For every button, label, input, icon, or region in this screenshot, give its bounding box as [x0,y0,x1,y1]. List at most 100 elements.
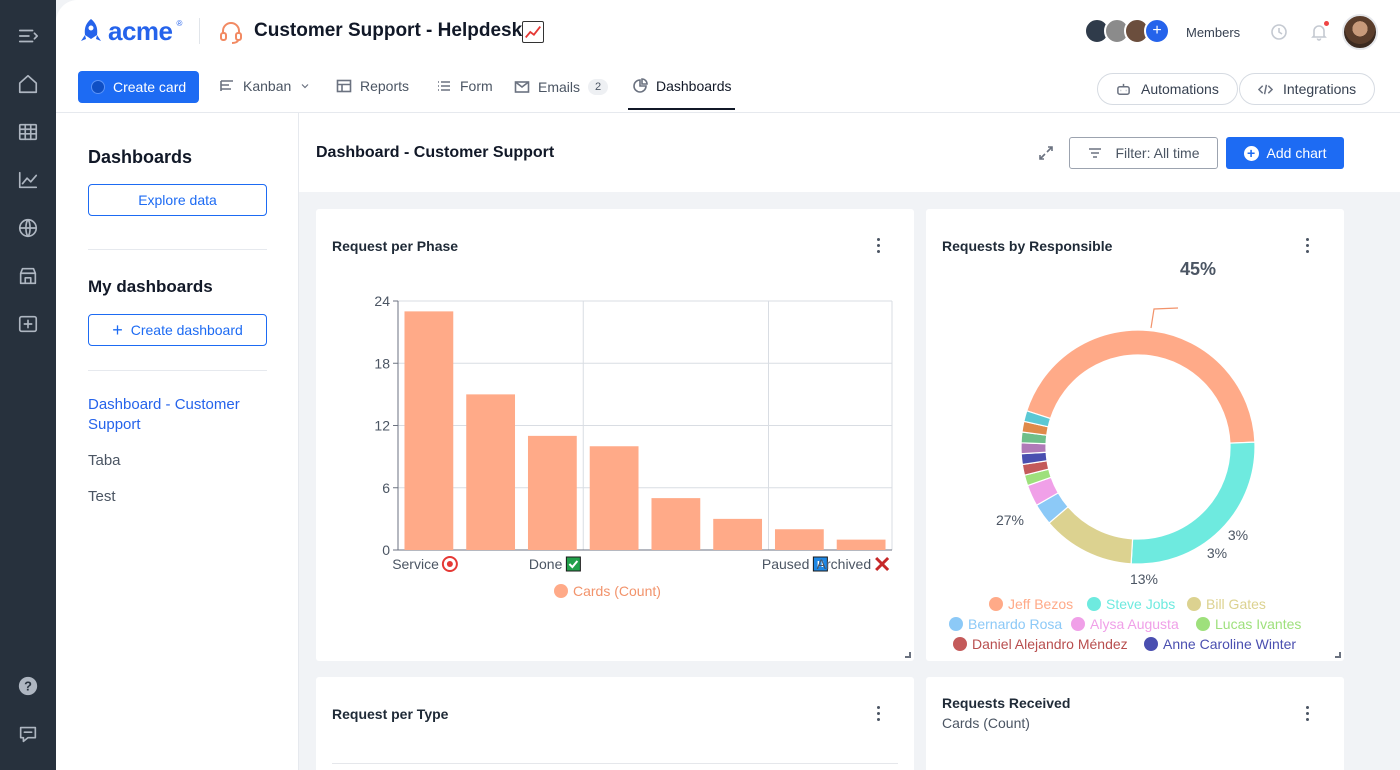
tab-dashboards-label: Dashboards [656,78,732,94]
left-rail: ? [0,0,56,770]
tab-kanban-label: Kanban [243,78,292,94]
bar[interactable] [774,529,824,550]
dashboard-toolbar: Dashboard - Customer Support Filter: All… [299,113,1400,192]
add-member-icon[interactable]: + [1144,18,1170,44]
card-more-icon[interactable] [870,237,886,253]
x-tick-label: Archived [817,556,871,572]
chevron-down-icon[interactable] [299,80,311,92]
sidebar-item-taba[interactable]: Taba [88,452,121,469]
svg-text:?: ? [24,679,32,694]
legend-item[interactable]: Daniel Alejandro Méndez [953,636,1128,652]
integrations-button[interactable]: Integrations [1239,73,1376,105]
legend-swatch [1196,617,1210,631]
sidebar-item-test[interactable]: Test [88,488,116,505]
add-chart-button[interactable]: + Add chart [1226,137,1344,169]
y-tick-label: 18 [374,355,390,371]
donut-slice[interactable] [1130,441,1256,565]
table-icon[interactable] [16,120,40,144]
header-divider [199,18,200,44]
x-tick-label: Done [529,556,563,572]
clock-icon[interactable] [1270,23,1288,41]
bar[interactable] [713,518,763,550]
legend-item[interactable]: Steve Jobs [1087,596,1175,612]
explore-data-button[interactable]: Explore data [88,184,267,216]
bar[interactable] [404,311,454,550]
add-box-icon[interactable] [16,312,40,336]
table-small-icon [336,79,352,93]
plus-circle-icon: + [1243,145,1259,161]
bar[interactable] [651,498,701,550]
globe-icon[interactable] [16,216,40,240]
store-icon[interactable] [16,264,40,288]
donut-slice[interactable] [1020,442,1047,455]
tab-reports[interactable]: Reports [336,78,409,94]
y-tick-label: 0 [382,542,390,558]
chat-icon[interactable] [16,722,40,746]
bar[interactable] [589,446,639,550]
help-icon[interactable]: ? [16,674,40,698]
bar[interactable] [466,394,516,550]
sidebar-divider [88,370,267,371]
explore-data-label: Explore data [138,192,217,208]
legend-label: Daniel Alejandro Méndez [972,636,1128,652]
filter-button[interactable]: Filter: All time [1069,137,1218,169]
card-more-icon[interactable] [1299,237,1315,253]
legend-swatch [554,584,568,598]
card-divider [332,763,898,764]
create-card-button[interactable]: Create card [78,71,199,103]
legend-item[interactable]: Lucas Ivantes [1196,616,1301,632]
cross-emoji-icon [875,556,890,572]
menu-collapse-icon[interactable] [16,24,40,48]
expand-icon[interactable] [1037,144,1055,162]
members-label[interactable]: Members [1186,25,1241,40]
card-more-icon[interactable] [870,705,886,721]
emails-count-badge: 2 [588,79,609,95]
bar-legend[interactable]: Cards (Count) [554,583,661,599]
home-icon[interactable] [16,72,40,96]
card-title: Requests Received [942,695,1071,711]
dashboard-title: Dashboard - Customer Support [316,144,555,161]
code-icon [1258,84,1273,94]
automations-button[interactable]: Automations [1097,73,1238,105]
tab-emails[interactable]: Emails 2 [514,79,609,95]
legend-item[interactable]: Anne Caroline Winter [1144,636,1296,652]
user-avatar[interactable] [1342,14,1378,50]
resize-handle-icon[interactable] [905,652,911,658]
slice-label: 27% [996,512,1024,528]
create-dashboard-button[interactable]: + Create dashboard [88,314,267,346]
tab-form[interactable]: Form [436,78,493,94]
logo[interactable]: acme ® [78,16,182,47]
filter-icon [1089,148,1102,158]
members-avatars[interactable]: + [1084,18,1170,44]
legend-label: Alysa Augusta [1090,616,1179,632]
tab-kanban[interactable]: Kanban [219,78,311,94]
sidebar-item-dashboard-customer-support[interactable]: Dashboard - Customer Support [88,396,240,433]
legend-item[interactable]: Bernardo Rosa [949,616,1062,632]
chart-card-requests-received: Requests Received Cards (Count) [926,677,1344,770]
pipe-title: Customer Support - Helpdesk [254,20,523,41]
bar[interactable] [836,539,886,550]
bar[interactable] [527,435,577,550]
card-more-icon[interactable] [1299,705,1315,721]
legend-item[interactable]: Bill Gates [1187,596,1266,612]
donut-slice[interactable] [1025,329,1256,444]
legend-swatch [989,597,1003,611]
slice-label: 3% [1228,527,1248,543]
resize-handle-icon[interactable] [1335,652,1341,658]
chart-line-icon[interactable] [16,168,40,192]
legend-label: Cards (Count) [573,583,661,599]
legend-item[interactable]: Alysa Augusta [1071,616,1179,632]
bell-icon[interactable] [1310,23,1328,41]
robot-icon [1117,83,1130,95]
legend-swatch [1187,597,1201,611]
donut-slice[interactable] [1023,410,1052,428]
donut-slice[interactable] [1048,505,1134,565]
tab-dashboards[interactable]: Dashboards [632,78,732,94]
x-tick-label: Paused [762,556,809,572]
tab-form-label: Form [460,78,493,94]
card-title: Request per Type [332,706,449,722]
legend-item[interactable]: Jeff Bezos [989,596,1073,612]
pause-emoji-icon [812,556,828,572]
dashboards-sidebar: Dashboards Explore data My dashboards + … [56,113,299,770]
dashboard-content: Dashboard - Customer Support Filter: All… [299,113,1400,770]
